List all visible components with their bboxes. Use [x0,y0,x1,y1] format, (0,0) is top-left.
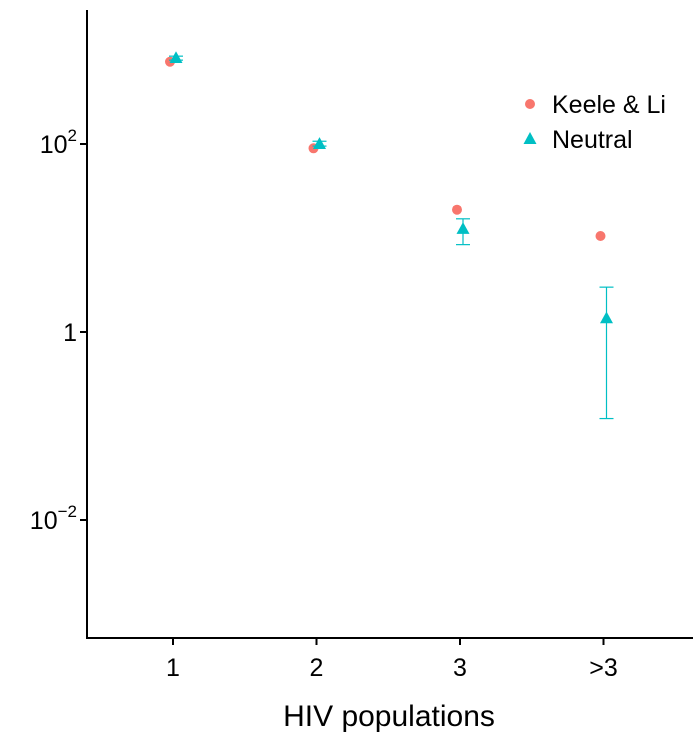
data-point-triangle [600,311,613,324]
y-ticks: 102 1 10−2 [30,126,87,535]
y-tick-label: 102 [40,126,77,159]
data-point-circle [595,231,606,242]
legend: Keele & Li Neutral [523,91,666,154]
x-tick-label: >3 [589,654,618,682]
x-ticks: 1 2 3 >3 [166,638,618,682]
data-point-circle [452,204,462,215]
y-tick-label: 10−2 [30,502,77,535]
y-tick-label: 1 [63,319,77,347]
legend-label: Keele & Li [552,91,666,119]
series-keele-li [165,56,606,242]
x-tick-label: 2 [310,654,324,682]
x-axis-title: HIV populations [283,700,495,733]
data-point-triangle [169,51,183,64]
series-neutral [169,51,614,420]
x-tick-label: 1 [166,654,180,682]
data-point-triangle [313,137,326,149]
data-marks [165,51,614,420]
legend-label: Neutral [552,126,633,154]
legend-key-triangle [523,132,537,144]
x-tick-label: 3 [453,654,467,682]
legend-key-circle [525,99,535,109]
data-point-triangle [456,222,470,234]
